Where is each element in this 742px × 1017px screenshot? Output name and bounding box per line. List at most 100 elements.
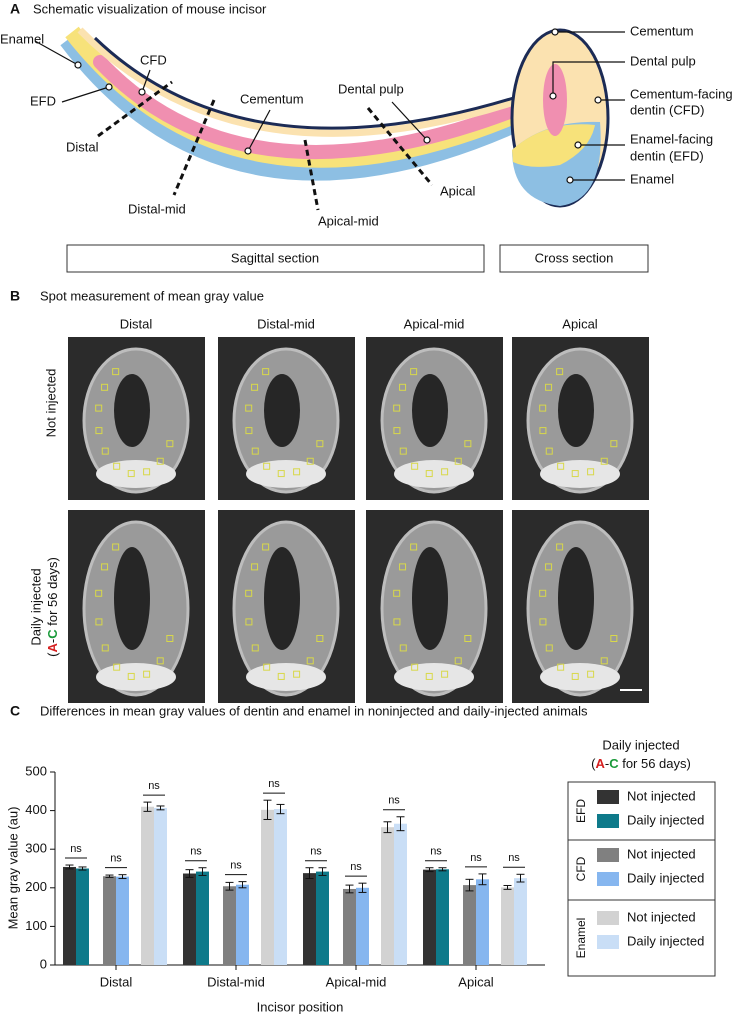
x-tick-label: Distal [100,974,133,989]
spot [95,404,103,412]
error-bar [503,884,512,890]
spot [316,635,324,643]
error-bar [238,881,247,889]
error-bar [118,874,127,880]
spot [251,447,259,455]
bar [63,866,76,965]
spot [393,618,401,626]
significance-label: ns [190,846,202,858]
bar [501,887,514,965]
spot [393,404,401,412]
y-tick-label: 400 [25,802,47,817]
significance-label: ns [230,860,242,872]
spot [277,672,285,680]
legend-group-label: CFD [574,856,588,881]
significance-label: ns [470,852,482,864]
spot [251,563,259,571]
spot [556,543,564,551]
column-header: Distal [120,316,153,331]
spot [156,657,164,665]
legend-group-label: EFD [574,799,588,823]
column-header: Apical [562,316,598,331]
significance-label: ns [350,861,362,873]
bar [274,809,287,965]
label: Enamel-facing [630,131,713,146]
spot [399,644,407,652]
text: - [605,756,609,771]
pulp [264,547,300,650]
legend-swatch [597,814,619,828]
spot [539,618,547,626]
legend-label: Not injected [627,788,696,803]
error-bar [65,864,74,870]
spot [306,457,314,465]
spot [545,644,553,652]
error-bar [198,867,207,876]
significance-label: ns [388,795,400,807]
spot [245,404,253,412]
spot [545,447,553,455]
spot [587,670,595,678]
text: A [595,756,605,771]
error-bar [185,869,194,878]
enamel-cap [246,460,326,488]
significance-label: ns [70,843,82,855]
spot [101,644,109,652]
spot [306,657,314,665]
enamel-cap [96,663,176,691]
spot [127,672,135,680]
error-bar [438,867,447,872]
row-label: (A-C for 56 days) [45,557,60,657]
spot [112,543,120,551]
spot [411,663,419,671]
panel-title: Schematic visualization of mouse incisor [33,1,267,16]
spot [571,470,579,478]
bar [196,871,209,965]
spot [393,589,401,597]
bar [183,873,196,965]
label: CFD [140,52,167,67]
legend-swatch [597,872,619,886]
panel-letter: C [10,703,20,719]
x-axis-label: Incisor position [257,999,344,1014]
significance-label: ns [110,853,122,865]
spot [112,368,120,376]
bar [261,809,274,965]
error-bar [305,867,314,880]
spot [399,383,407,391]
error-bar [263,799,272,820]
spot [127,470,135,478]
bar [476,879,489,965]
bar [141,806,154,965]
spot [399,447,407,455]
bar [116,876,129,965]
panel-a: A Schematic visualization of mouse incis… [0,1,733,273]
bar [463,885,476,965]
significance-label: ns [268,778,280,790]
text: C [45,629,60,639]
spot [571,672,579,680]
legend-group-label: Enamel [574,918,588,959]
bar [103,876,116,965]
pulp [412,547,448,650]
x-tick-label: Apical-mid [326,974,387,989]
y-tick-label: 0 [40,956,47,971]
enamel-cap [394,663,474,691]
spot [166,635,174,643]
spot [245,427,253,435]
spot [245,589,253,597]
panel-letter: A [10,1,20,17]
label: Cementum [630,23,694,38]
text: for 56 days) [619,756,691,771]
spot [143,670,151,678]
y-tick-label: 100 [25,918,47,933]
spot [410,368,418,376]
spot [545,383,553,391]
label: Cementum-facing [630,86,733,101]
label: Apical-mid [318,213,379,228]
bar [436,869,449,965]
significance-label: ns [430,846,442,858]
pulp [558,547,594,650]
label: dentin (CFD) [630,102,704,117]
error-bar [465,878,474,892]
